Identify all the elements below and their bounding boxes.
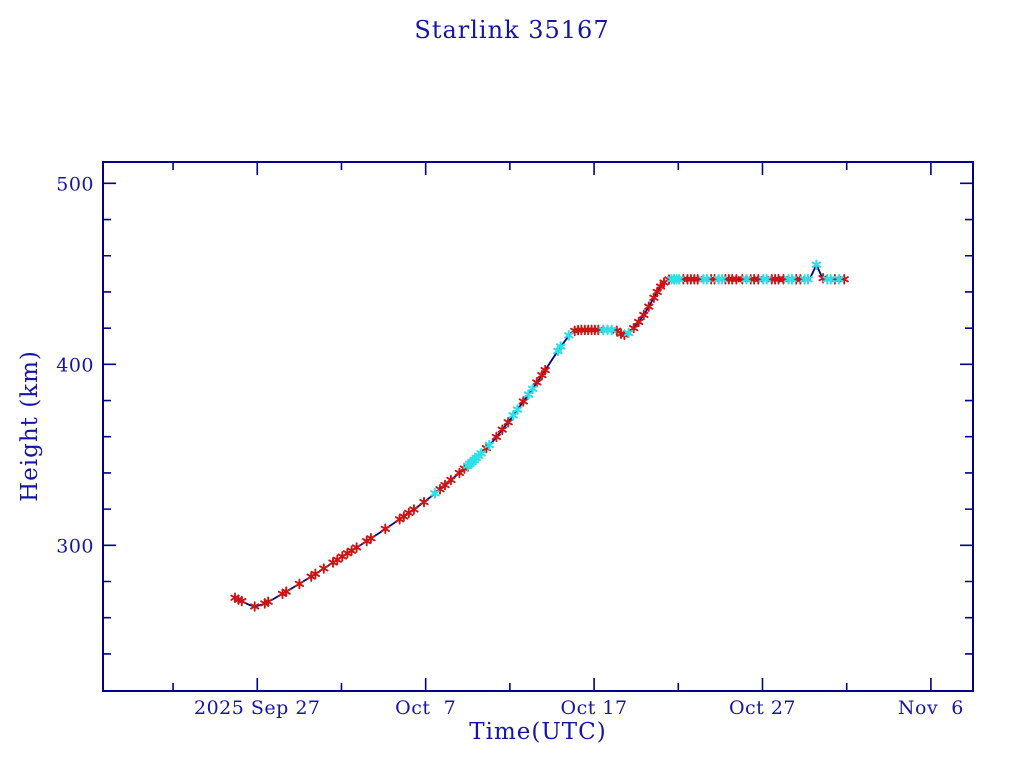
x-tick-label: Nov 6 xyxy=(898,697,964,719)
plot-frame xyxy=(102,161,974,692)
x-tick-label: Oct 17 xyxy=(561,697,628,719)
x-tick-label: 2025 Sep 27 xyxy=(194,697,321,719)
y-tick-label: 500 xyxy=(56,173,94,195)
axis-ticks xyxy=(103,162,973,691)
observation-markers-red xyxy=(230,272,849,612)
chart-title: Starlink 35167 xyxy=(414,16,610,44)
height-series-line xyxy=(234,263,845,608)
y-tick-label: 400 xyxy=(56,354,94,376)
x-tick-label: Oct 7 xyxy=(395,697,456,719)
y-tick-label: 300 xyxy=(56,535,94,557)
observation-markers-cyan xyxy=(430,259,844,499)
x-tick-label: Oct 27 xyxy=(729,697,796,719)
x-axis-label: Time(UTC) xyxy=(469,719,607,745)
tick-labels: 2025 Sep 27 Oct 7 Oct 17 Oct 27 Nov 6 300 400 5… xyxy=(56,173,964,719)
